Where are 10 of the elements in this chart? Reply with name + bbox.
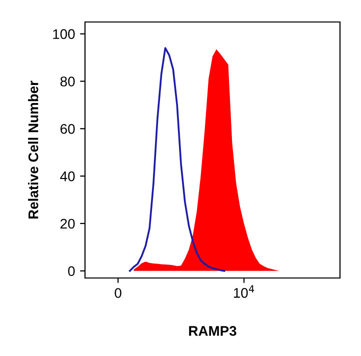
y-tick-label: 20 (60, 218, 75, 229)
y-tick-label: 60 (60, 124, 75, 134)
y-tick-label: 100 (53, 29, 75, 40)
y-tick-label: 40 (60, 171, 75, 182)
y-tick-label: 80 (60, 76, 75, 86)
y-axis-title: Relative Cell Number (28, 80, 38, 219)
x-axis-title: RAMP3 (189, 326, 236, 336)
x-tick-label: 10$^{4}$ (234, 285, 254, 298)
y-tick-label: 0 (68, 266, 75, 276)
line-series (128, 47, 226, 272)
